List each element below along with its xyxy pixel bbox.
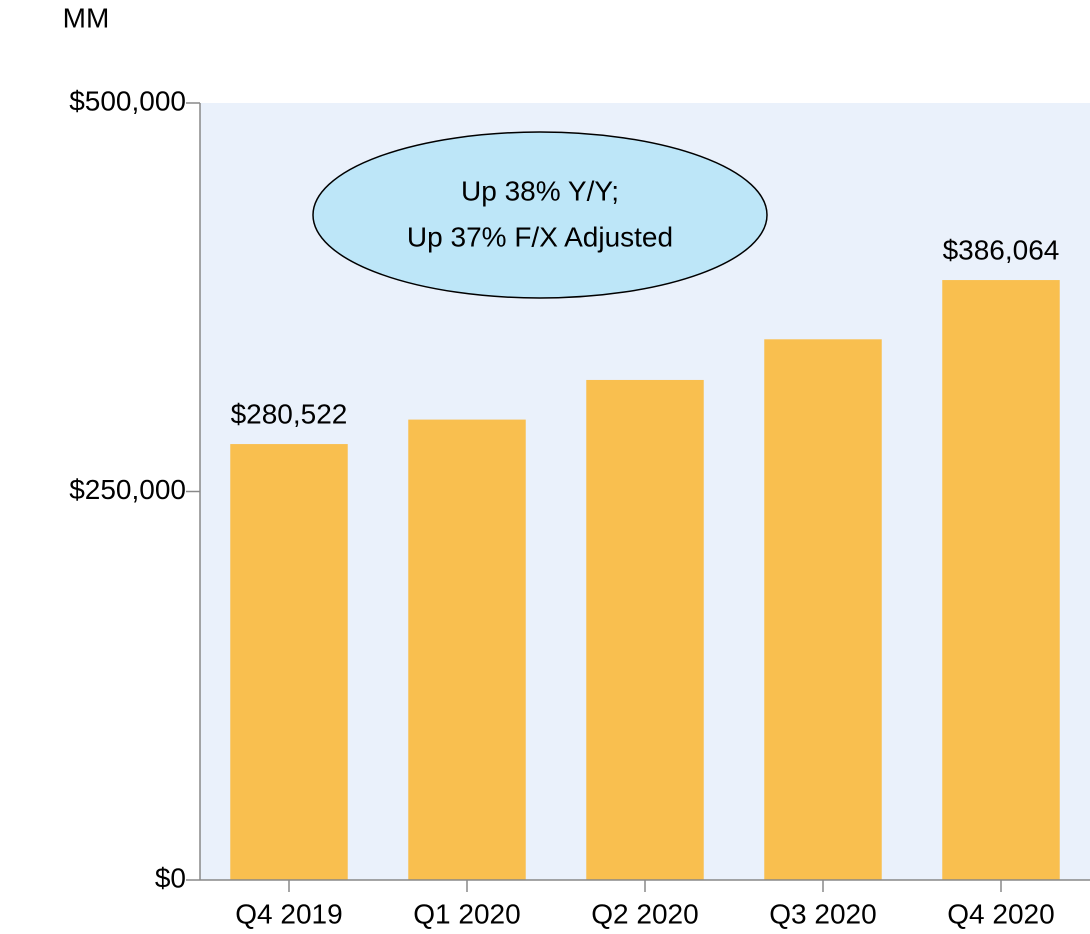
x-tick-label: Q1 2020 xyxy=(413,898,520,929)
x-tick-label: Q3 2020 xyxy=(769,898,876,929)
y-tick-label: $250,000 xyxy=(69,474,186,505)
x-tick-label: Q2 2020 xyxy=(591,898,698,929)
bar xyxy=(230,444,348,880)
annotation: Up 37% F/X Adjusted xyxy=(407,221,673,252)
annotation: Up 38% Y/Y; xyxy=(461,175,619,206)
data-label: $280,522 xyxy=(231,398,348,429)
bar xyxy=(408,419,526,880)
y-tick-label: $500,000 xyxy=(69,85,186,116)
annotation-bubble xyxy=(312,131,768,299)
data-label: $386,064 xyxy=(943,234,1060,265)
bar xyxy=(586,379,704,880)
y-tick-label: $0 xyxy=(155,862,186,893)
y-unit-label: MM xyxy=(63,2,110,33)
bar xyxy=(764,339,882,880)
x-tick-label: Q4 2020 xyxy=(947,898,1054,929)
x-tick-label: Q4 2019 xyxy=(235,898,342,929)
bar xyxy=(942,280,1060,881)
